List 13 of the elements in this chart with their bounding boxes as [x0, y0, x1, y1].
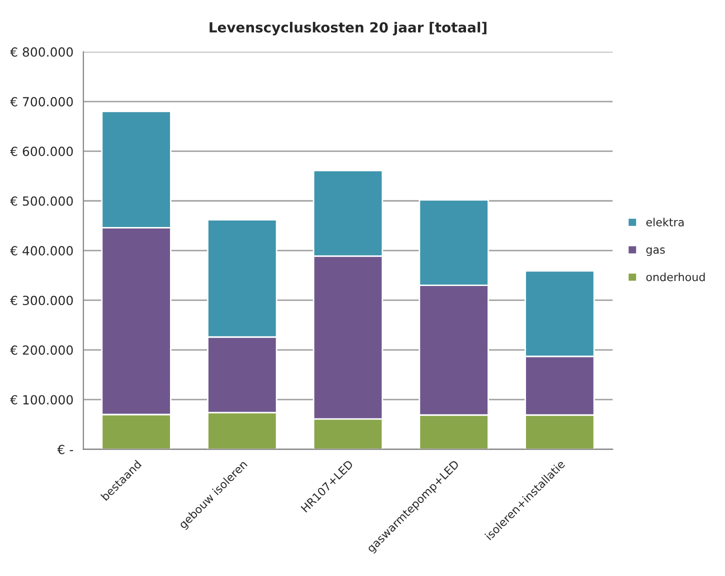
legend-label: onderhoud [646, 272, 705, 282]
y-tick-label: € 100.000 [10, 395, 73, 405]
legend-label: gas [646, 247, 665, 256]
chart-title: Levenscycluskosten 20 jaar [totaal] [210, 22, 486, 36]
y-tick-label: € 700.000 [10, 96, 73, 106]
y-tick-label: € 300.000 [10, 296, 73, 306]
y-tick-label: € 600.000 [10, 146, 73, 156]
legend-label: elektra [646, 218, 684, 226]
y-tick-label: € 400.000 [10, 246, 73, 256]
y-tick-label: € - [57, 444, 74, 454]
y-tick-label: € 200.000 [10, 345, 73, 355]
y-tick-label: € 500.000 [10, 196, 73, 206]
y-tick-label: € 800.000 [10, 47, 73, 57]
